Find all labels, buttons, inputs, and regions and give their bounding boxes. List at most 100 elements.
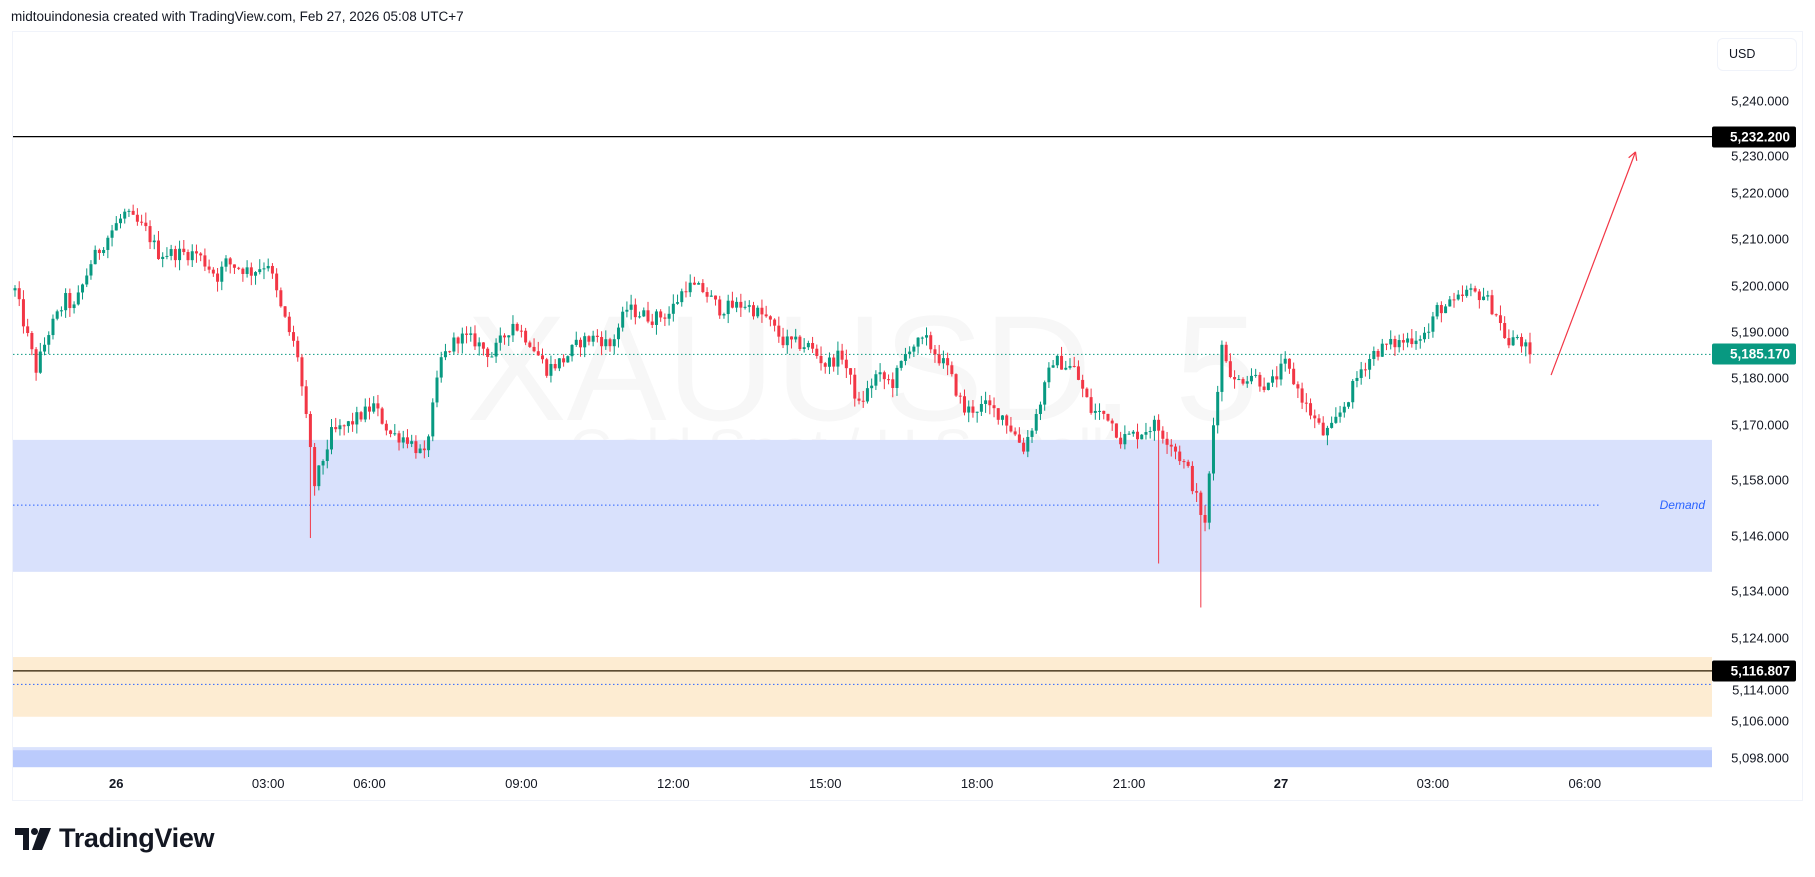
candle-body (616, 327, 620, 340)
candle-body (1275, 376, 1279, 380)
candle (203, 248, 207, 272)
candle (490, 351, 494, 358)
candle (1254, 368, 1258, 378)
candle-body (1055, 355, 1059, 366)
candle-body (971, 406, 975, 413)
arrow-head (1628, 151, 1636, 159)
candle (1211, 417, 1215, 481)
candle-body (557, 358, 561, 369)
candle (937, 344, 941, 366)
candle (857, 391, 861, 405)
candle-body (287, 316, 291, 333)
candle (1224, 341, 1228, 363)
candle (507, 335, 511, 346)
candle (912, 344, 916, 358)
candle-body (988, 400, 992, 406)
candle-body (114, 223, 118, 231)
candle (389, 429, 393, 438)
candle (1511, 330, 1515, 347)
candle-body (1199, 492, 1203, 515)
candle-body (718, 299, 722, 316)
candle-body (1498, 315, 1502, 324)
candle (351, 412, 355, 432)
candle-body (418, 448, 422, 454)
candle (97, 248, 101, 260)
candle-body (1249, 375, 1253, 382)
candle (262, 262, 266, 280)
candle (874, 370, 878, 391)
candle (334, 417, 338, 433)
candle-body (363, 406, 367, 420)
candle (1490, 289, 1494, 316)
candle-body (1427, 331, 1431, 333)
candle-body (313, 447, 317, 487)
candle-body (1224, 344, 1228, 362)
candle (726, 294, 730, 324)
candle-body (507, 335, 511, 338)
candle-body (448, 351, 452, 353)
candle-body (224, 258, 228, 267)
candle (1389, 330, 1393, 350)
candle-body (570, 344, 574, 357)
tradingview-logo[interactable]: TradingView (15, 823, 215, 854)
candle (346, 420, 350, 433)
candle (933, 344, 937, 363)
candle-body (1444, 306, 1448, 314)
candle-body (789, 336, 793, 340)
candle (1448, 296, 1452, 307)
candle-body (946, 358, 950, 366)
candle (739, 293, 743, 317)
candle (638, 311, 642, 319)
candle (811, 336, 815, 353)
candle (1410, 329, 1414, 348)
candle-body (1169, 444, 1173, 447)
candle-body (1410, 338, 1414, 345)
candle (1106, 413, 1110, 422)
time-tick-label: 15:00 (808, 776, 842, 791)
candle-body (958, 395, 962, 397)
candle-body (140, 221, 144, 223)
candle-body (1102, 410, 1106, 414)
candle-body (1009, 425, 1013, 432)
candle-body (51, 318, 55, 336)
candle-body (899, 360, 903, 368)
candle-body (730, 300, 734, 308)
candle (148, 220, 152, 250)
candle (47, 331, 51, 355)
price-tick-label: 5,114.000 (1732, 682, 1789, 698)
candle-body (992, 405, 996, 409)
candle (823, 361, 827, 374)
candle (469, 326, 473, 342)
candle (692, 276, 696, 286)
candle-body (465, 333, 469, 335)
candle (752, 301, 755, 320)
candle (646, 301, 650, 324)
candle-body (903, 354, 907, 361)
candle-body (925, 335, 929, 338)
candle-body (498, 335, 502, 343)
candle-body (317, 465, 321, 487)
candle-body (764, 314, 768, 317)
candle (1060, 346, 1064, 370)
chart-attribution: midtouindonesia created with TradingView… (11, 9, 464, 24)
candle-body (1304, 402, 1308, 404)
candle (313, 442, 317, 496)
candle-body (1330, 422, 1334, 428)
candle (870, 378, 874, 398)
candle-body (1507, 338, 1511, 346)
candle (456, 336, 460, 354)
time-tick-label: 18:00 (960, 776, 994, 791)
candle (996, 408, 1000, 425)
candle (659, 309, 663, 322)
candle-body (1460, 294, 1464, 296)
candle-body (1068, 366, 1072, 368)
currency-button[interactable]: USD (1717, 38, 1797, 71)
candle (701, 279, 705, 294)
candle (76, 285, 80, 306)
candle (418, 444, 422, 454)
candle (616, 323, 620, 348)
candle-body (1233, 376, 1237, 380)
candle-body (296, 340, 300, 358)
candle (1372, 346, 1376, 366)
